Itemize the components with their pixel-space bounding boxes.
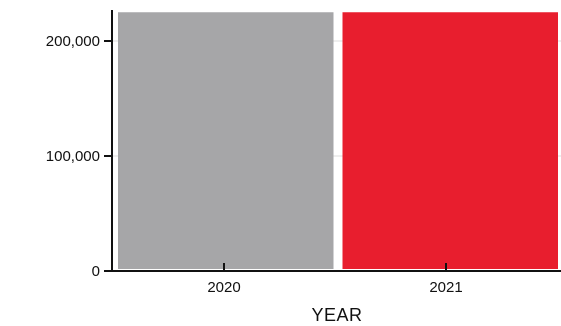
y-tick-label: 0: [92, 263, 100, 280]
y-tick-label: 200,000: [46, 33, 100, 50]
bar-2020: [118, 12, 334, 269]
x-ticks: 2020 2021: [207, 263, 463, 296]
axes: [111, 10, 561, 272]
bar-2021: [342, 12, 558, 269]
bars: [118, 12, 558, 269]
y-tick-label: 100,000: [46, 148, 100, 165]
y-ticks: 0 100,000 200,000: [46, 33, 112, 280]
x-tick-label-2020: 2020: [207, 279, 240, 296]
x-tick-label-2021: 2021: [429, 279, 462, 296]
x-axis-label: YEAR: [311, 305, 362, 325]
